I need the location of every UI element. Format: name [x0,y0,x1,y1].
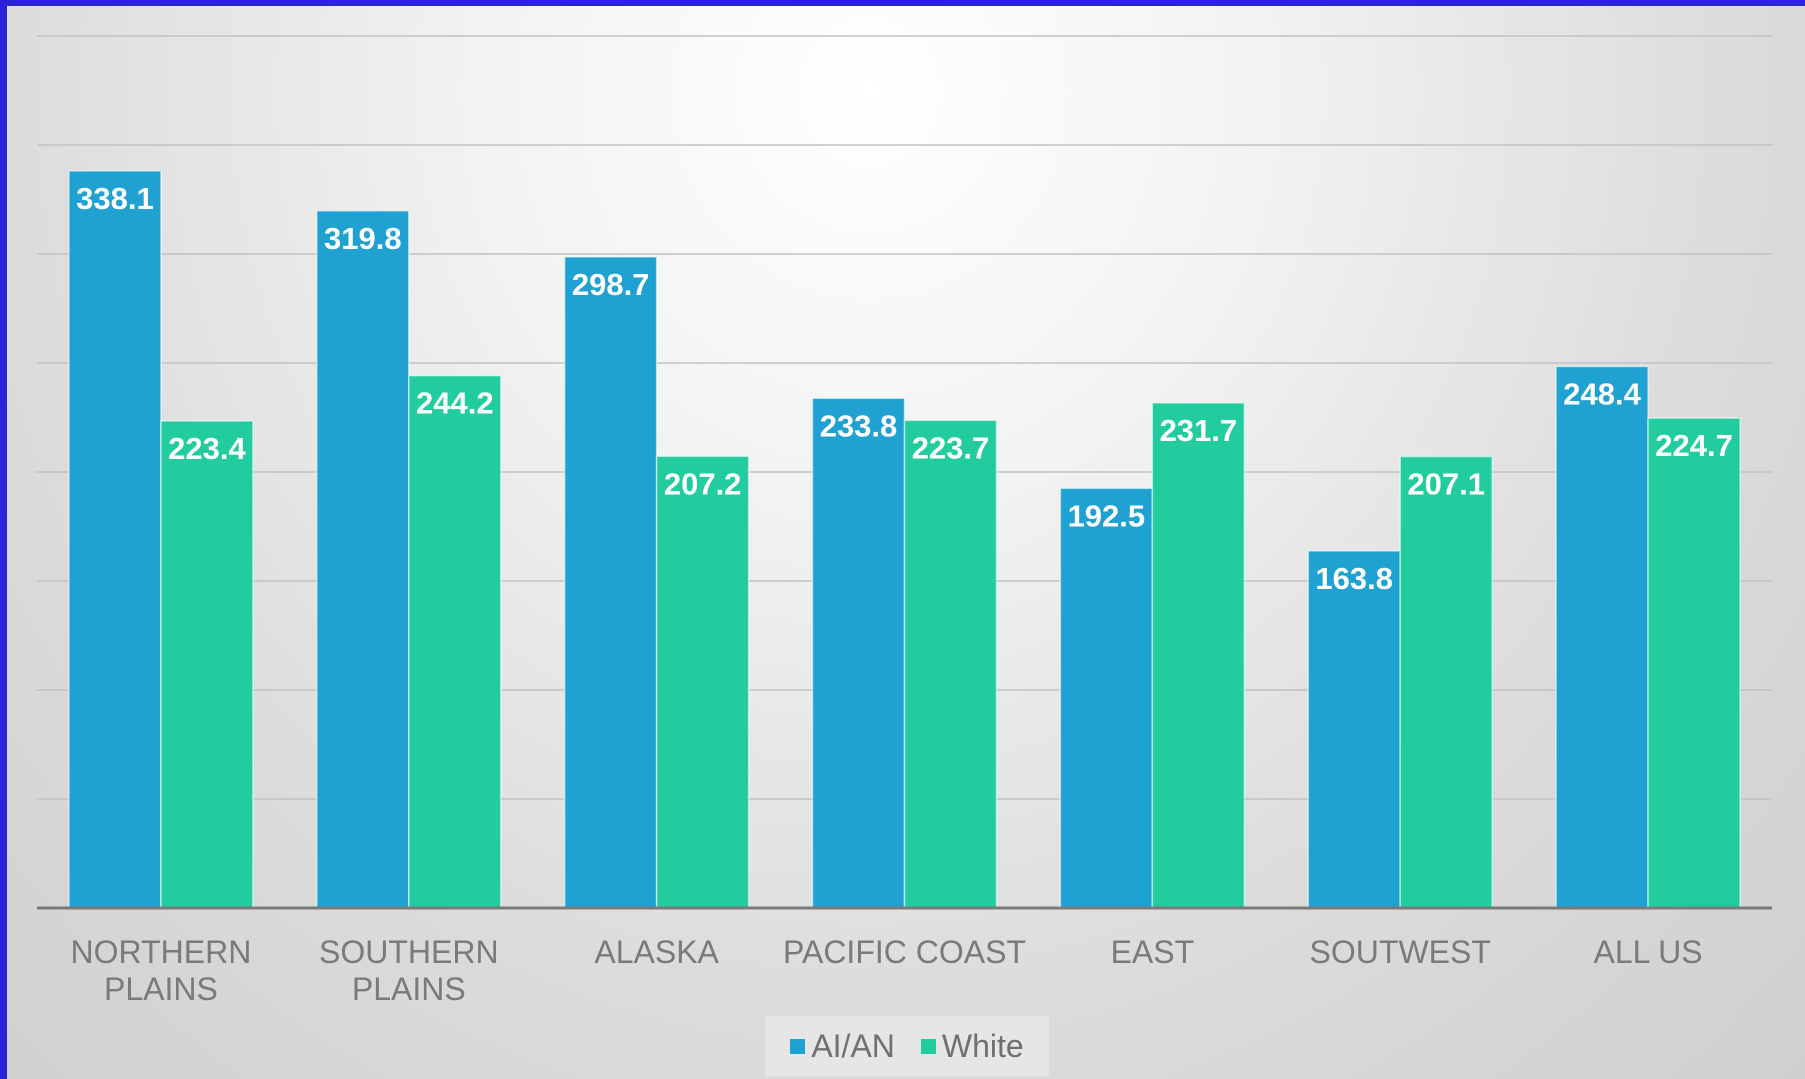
category-label: PLAINS [352,971,466,1007]
data-label: 233.8 [820,408,898,443]
bar-chart: 338.1 223.4 319.8 244.2 298.7 207.2 233.8 223.7… [37,35,1772,1007]
category-label: ALL US [1594,934,1703,970]
data-label: 163.8 [1315,561,1393,596]
bar-white-1 [408,374,502,909]
legend-item-aian: AI/AN [790,1028,895,1065]
data-labels: 338.1 223.4 319.8 244.2 298.7 207.2 233.8 223.7… [76,181,1733,596]
data-label: 338.1 [76,181,154,216]
data-label: 207.2 [664,466,742,501]
bar-white-6 [1647,417,1741,909]
data-label: 223.7 [912,430,990,465]
category-label: SOUTHERN [319,934,499,970]
category-label: SOUTWEST [1310,934,1491,970]
bar-ai-an-6 [1555,365,1649,909]
bar-white-5 [1399,455,1493,909]
legend-swatch-aian [790,1038,806,1054]
category-label: EAST [1111,934,1195,970]
category-label: NORTHERN [71,934,252,970]
bar-ai-an-0 [68,170,162,909]
legend-label-white: White [941,1027,1024,1064]
data-label: 231.7 [1160,413,1238,448]
category-label: ALASKA [594,934,719,970]
legend-item-white: White [920,1027,1024,1065]
data-label: 248.4 [1563,376,1641,411]
bar-white-2 [655,455,750,909]
legend: AI/AN White [765,1016,1049,1076]
data-label: 319.8 [324,221,402,256]
data-label: 207.1 [1407,467,1485,502]
category-label: PLAINS [104,971,218,1007]
chart-frame: 338.1 223.4 319.8 244.2 298.7 207.2 233.8 223.7… [7,6,1805,1079]
bar-ai-an-1 [316,210,410,909]
bar-ai-an-5 [1307,550,1401,909]
data-label: 244.2 [416,386,494,421]
legend-label-aian: AI/AN [811,1027,895,1064]
bar-white-3 [903,419,998,909]
bar-white-0 [160,420,254,909]
data-label: 192.5 [1068,498,1146,533]
bar-white-4 [1151,402,1246,909]
data-label: 223.4 [168,431,246,466]
data-label: 224.7 [1655,428,1733,463]
bar-ai-an-4 [1059,487,1154,909]
bar-ai-an-2 [563,256,658,909]
legend-swatch-white [920,1038,936,1054]
data-label: 298.7 [572,267,650,302]
bar-ai-an-3 [811,397,906,909]
bars [68,170,1741,909]
category-label: PACIFIC COAST [783,934,1026,970]
